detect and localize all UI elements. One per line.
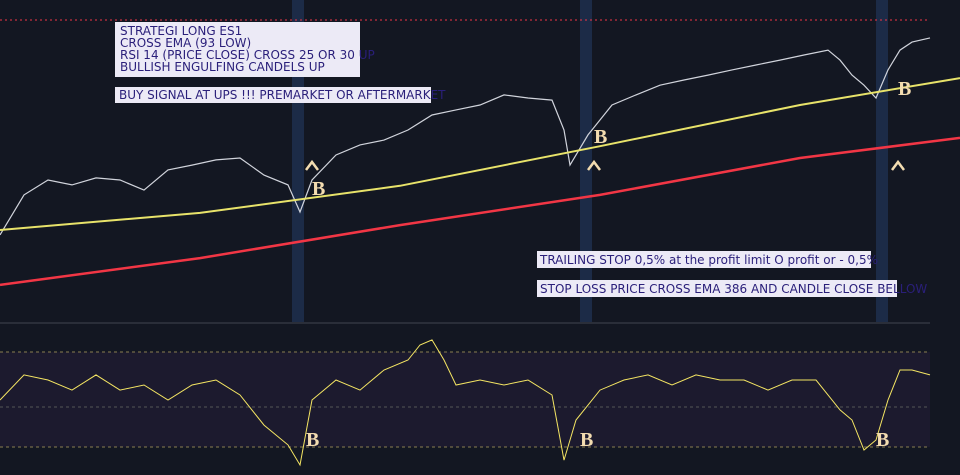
stop-note: STOP LOSS PRICE CROSS EMA 386 AND CANDLE…: [540, 282, 927, 296]
signal-band: [580, 0, 592, 322]
signal-arrow: [305, 159, 319, 171]
buy-note: BUY SIGNAL AT UPS !!! PREMARKET OR AFTER…: [119, 88, 446, 102]
series-line: [0, 339, 931, 467]
signal-letter: B: [580, 429, 593, 451]
series-line: [0, 77, 960, 231]
signal-arrow: [587, 159, 601, 171]
trailing-note: TRAILING STOP 0,5% at the profit limit O…: [539, 253, 878, 267]
strategy-line: STRATEGI LONG ES1: [120, 24, 242, 38]
signal-arrow: [891, 159, 905, 171]
price-axis: [930, 0, 960, 475]
signal-letter: B: [312, 178, 325, 200]
signal-letter: B: [594, 126, 607, 148]
strategy-box: [115, 22, 360, 77]
rsi-band: [0, 352, 930, 447]
series-line: [0, 136, 960, 287]
signal-band: [876, 0, 888, 322]
strategy-line: RSI 14 (PRICE CLOSE) CROSS 25 OR 30 UP: [120, 48, 375, 62]
signal-letter: B: [876, 429, 889, 451]
signal-letter: B: [898, 78, 911, 100]
strategy-line: CROSS EMA (93 LOW): [120, 36, 251, 50]
note-box: [537, 280, 897, 297]
series-line: [0, 37, 931, 236]
signal-letter: B: [306, 429, 319, 451]
note-box: [537, 251, 871, 268]
note-box: [115, 87, 431, 103]
strategy-line: BULLISH ENGULFING CANDELS UP: [120, 60, 325, 74]
